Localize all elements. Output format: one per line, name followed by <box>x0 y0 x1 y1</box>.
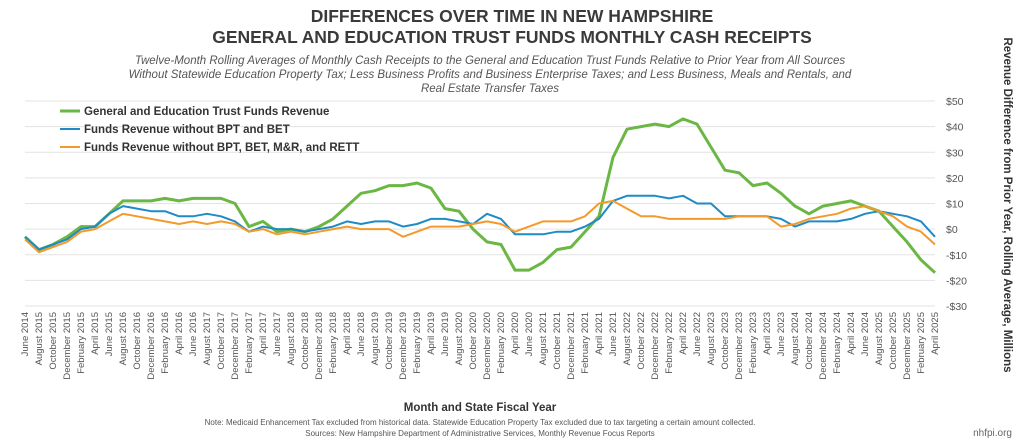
x-tick-label: February 2017 <box>244 312 255 374</box>
chart-title: GENERAL AND EDUCATION TRUST FUNDS MONTHL… <box>212 27 812 47</box>
legend-label: Funds Revenue without BPT and BET <box>84 124 290 136</box>
series-line <box>24 194 936 251</box>
note: Sources: New Hampshire Department of Adm… <box>305 429 654 438</box>
x-tick-label: April 2020 <box>510 312 521 355</box>
x-tick-label: October 2022 <box>636 312 647 370</box>
x-tick-label: December 2016 <box>146 312 157 380</box>
x-tick-label: April 2024 <box>846 312 857 355</box>
subtitle: Real Estate Transfer Taxes <box>421 83 559 95</box>
x-tick-label: February 2023 <box>748 312 759 374</box>
legend-label: General and Education Trust Funds Revenu… <box>84 106 329 118</box>
x-tick-label: October 2021 <box>552 312 563 370</box>
y-tick-label: $30 <box>946 147 964 159</box>
x-tick-label: June 2019 <box>440 312 451 356</box>
x-tick-label: April 2019 <box>426 312 437 355</box>
x-tick-label: April 2023 <box>762 312 773 355</box>
x-tick-label: December 2021 <box>566 312 577 380</box>
x-tick-label: October 2023 <box>720 312 731 370</box>
x-tick-label: December 2022 <box>650 312 661 380</box>
x-tick-label: June 2023 <box>776 312 787 356</box>
x-tick-label: October 2025 <box>888 312 899 370</box>
x-tick-label: February 2022 <box>664 312 675 374</box>
x-tick-label: June 2016 <box>188 312 199 356</box>
x-tick-label: June 2017 <box>272 312 283 356</box>
x-tick-label: October 2016 <box>132 312 143 370</box>
x-tick-label: April 2016 <box>174 312 185 355</box>
y-tick-label: $40 <box>946 122 964 134</box>
x-tick-label: December 2023 <box>734 312 745 380</box>
y-tick-label: $50 <box>946 96 964 108</box>
note: Note: Medicaid Enhancement Tax excluded … <box>205 418 756 427</box>
x-tick-label: February 2015 <box>76 312 87 374</box>
x-tick-label: June 2018 <box>356 312 367 356</box>
x-tick-label: August 2024 <box>790 312 801 365</box>
x-tick-label: December 2015 <box>62 312 73 380</box>
chart-title: DIFFERENCES OVER TIME IN NEW HAMPSHIRE <box>311 6 714 26</box>
x-tick-label: December 2020 <box>482 312 493 380</box>
x-tick-label: June 2021 <box>608 312 619 356</box>
x-tick-label: June 2020 <box>524 312 535 356</box>
x-tick-label: October 2018 <box>300 312 311 370</box>
x-tick-label: October 2024 <box>804 312 815 370</box>
y-tick-label: $0 <box>946 224 958 236</box>
x-tick-label: June 2014 <box>20 312 31 356</box>
legend-label: Funds Revenue without BPT, BET, M&R, and… <box>84 142 359 154</box>
x-tick-label: April 2015 <box>90 312 101 355</box>
x-tick-label: February 2019 <box>412 312 423 374</box>
x-tick-label: August 2016 <box>118 312 129 365</box>
x-tick-label: August 2018 <box>286 312 297 365</box>
y-axis-title: Revenue Difference from Prior Year, Roll… <box>1001 37 1013 372</box>
x-tick-label: December 2024 <box>818 312 829 380</box>
x-tick-label: August 2025 <box>874 312 885 365</box>
x-tick-label: October 2017 <box>216 312 227 370</box>
x-tick-label: August 2019 <box>370 312 381 365</box>
x-tick-label: August 2017 <box>202 312 213 365</box>
x-tick-label: August 2023 <box>706 312 717 365</box>
x-tick-label: April 2021 <box>594 312 605 355</box>
x-tick-label: December 2019 <box>398 312 409 380</box>
x-tick-label: February 2020 <box>496 312 507 374</box>
y-tick-label: -$30 <box>946 301 967 313</box>
x-tick-label: June 2024 <box>860 312 871 356</box>
x-axis-title: Month and State Fiscal Year <box>404 402 557 414</box>
x-tick-label: December 2025 <box>902 312 913 380</box>
x-tick-label: August 2021 <box>538 312 549 365</box>
x-tick-label: April 2022 <box>678 312 689 355</box>
x-tick-label: October 2020 <box>468 312 479 370</box>
x-tick-label: February 2018 <box>328 312 339 374</box>
x-tick-label: December 2018 <box>314 312 325 380</box>
x-tick-label: December 2017 <box>230 312 241 380</box>
y-tick-label: -$20 <box>946 275 967 287</box>
x-tick-label: February 2016 <box>160 312 171 374</box>
series-line <box>23 117 937 274</box>
x-tick-label: June 2022 <box>692 312 703 356</box>
x-tick-label: February 2025 <box>916 312 927 374</box>
subtitle: Twelve-Month Rolling Averages of Monthly… <box>135 55 846 67</box>
x-tick-label: August 2020 <box>454 312 465 365</box>
x-tick-label: February 2024 <box>832 312 843 374</box>
x-tick-label: February 2021 <box>580 312 591 374</box>
y-tick-label: $10 <box>946 199 964 211</box>
x-tick-label: October 2015 <box>48 312 59 370</box>
x-tick-label: April 2017 <box>258 312 269 355</box>
x-tick-label: October 2019 <box>384 312 395 370</box>
x-tick-label: June 2015 <box>104 312 115 356</box>
x-tick-label: April 2018 <box>342 312 353 355</box>
x-tick-label: April 2025 <box>930 312 941 355</box>
x-tick-label: August 2015 <box>34 312 45 365</box>
source-mark: nhfpi.org <box>973 428 1012 439</box>
series-line <box>24 199 936 254</box>
subtitle: Without Statewide Education Property Tax… <box>129 69 852 81</box>
y-tick-label: -$10 <box>946 250 967 262</box>
x-tick-label: August 2022 <box>622 312 633 365</box>
y-tick-label: $20 <box>946 173 964 185</box>
